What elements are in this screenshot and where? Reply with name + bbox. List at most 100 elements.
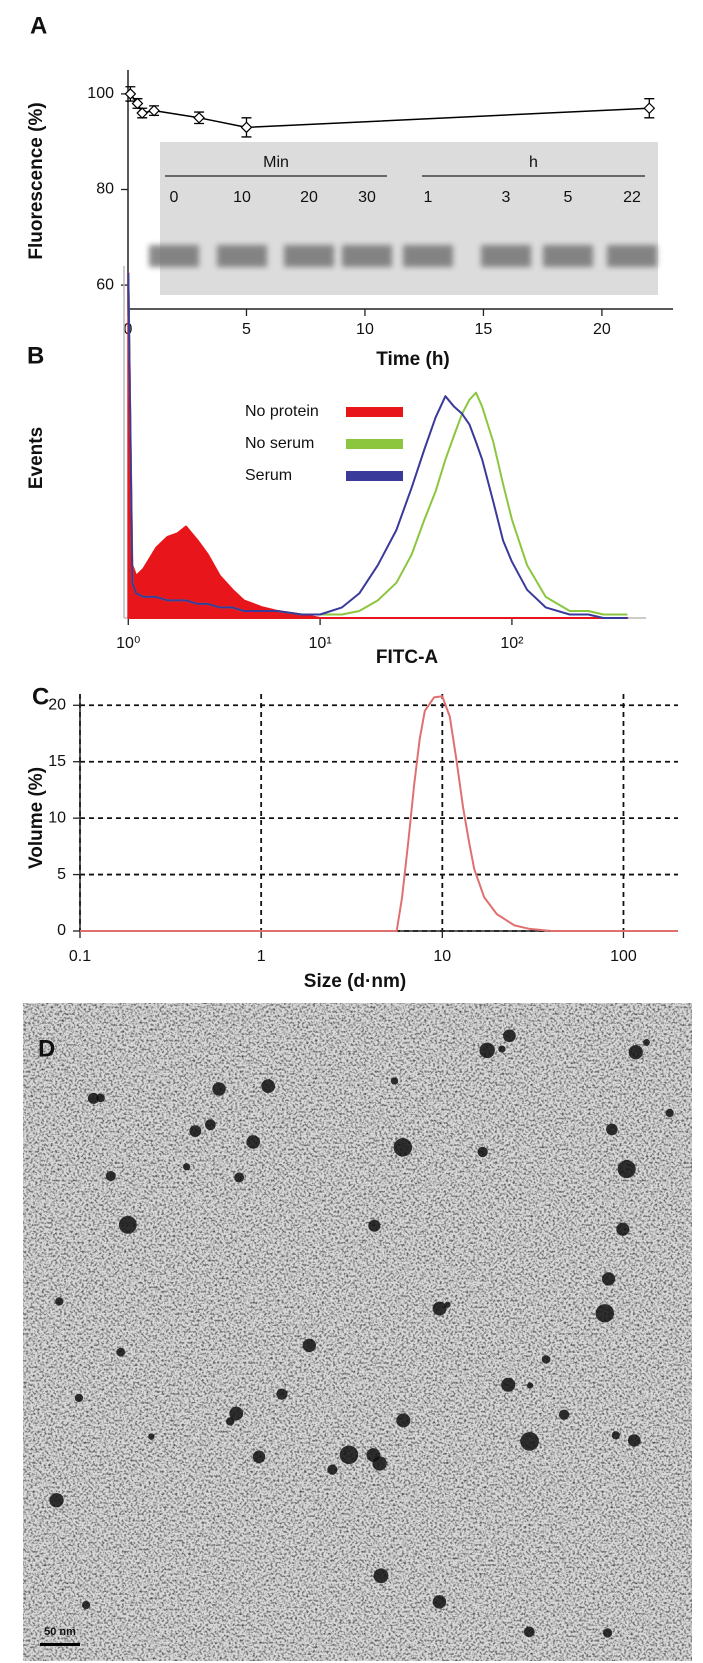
- x-tick-label: 0.1: [69, 948, 91, 965]
- data-point: [131, 97, 144, 110]
- lane-label: 30: [358, 189, 376, 206]
- gel-band: [342, 245, 392, 267]
- particle: [74, 1393, 84, 1403]
- particle: [520, 1432, 539, 1451]
- group-label: h: [529, 154, 538, 171]
- gel-band: [403, 245, 453, 267]
- particle: [527, 1382, 534, 1389]
- particle: [302, 1338, 317, 1352]
- x-axis-title: FITC-A: [376, 647, 439, 668]
- particle: [432, 1595, 447, 1609]
- particle: [276, 1388, 288, 1400]
- particle: [105, 1170, 116, 1182]
- x-axis-title: Size (d·nm): [304, 971, 406, 992]
- x-tick-label: 100: [610, 948, 637, 965]
- x-tick-label: 10²: [500, 635, 524, 652]
- particle: [616, 1222, 630, 1236]
- particle: [393, 1138, 413, 1157]
- x-tick-label: 20: [593, 321, 611, 338]
- lane-label: 20: [300, 189, 318, 206]
- data-point: [124, 88, 137, 100]
- data-point: [643, 102, 656, 115]
- particle: [523, 1626, 535, 1638]
- legend-label: Serum: [245, 467, 292, 484]
- y-tick-label: 5: [57, 866, 66, 883]
- legend-swatch: [346, 439, 403, 449]
- particle: [327, 1464, 338, 1475]
- x-tick-label: 5: [242, 321, 251, 338]
- panel-label: C: [32, 683, 49, 710]
- particle: [116, 1347, 126, 1357]
- particle: [501, 1377, 516, 1392]
- particle: [541, 1355, 551, 1364]
- particle: [252, 1450, 266, 1464]
- particle: [665, 1108, 674, 1118]
- gel-band: [481, 245, 531, 267]
- gel-band: [217, 245, 267, 267]
- y-tick-label: 10: [48, 809, 66, 826]
- particle: [479, 1042, 495, 1059]
- particle: [558, 1409, 570, 1420]
- gel-image: [160, 142, 658, 295]
- y-tick-label: 0: [57, 922, 66, 939]
- legend-label: No protein: [245, 403, 319, 420]
- x-tick-label: 10: [356, 321, 374, 338]
- particle: [396, 1413, 411, 1428]
- legend-label: No serum: [245, 435, 314, 452]
- data-point: [240, 121, 253, 134]
- particle: [189, 1125, 202, 1138]
- y-tick-label: 20: [48, 697, 66, 714]
- y-tick-label: 80: [96, 181, 114, 198]
- x-axis-title: Time (h): [376, 349, 450, 370]
- lane-label: 5: [564, 189, 573, 206]
- particle: [390, 1077, 399, 1085]
- particle: [55, 1297, 64, 1306]
- particle: [477, 1146, 488, 1158]
- particle: [226, 1417, 235, 1426]
- particle: [643, 1039, 650, 1046]
- particle: [148, 1433, 155, 1440]
- particle: [628, 1045, 643, 1060]
- y-tick-label: 60: [96, 276, 114, 293]
- particle: [87, 1092, 99, 1104]
- data-point: [136, 107, 149, 119]
- legend-swatch: [346, 471, 403, 481]
- lane-label: 0: [170, 189, 179, 206]
- particle: [204, 1119, 216, 1131]
- gel-band: [284, 245, 334, 267]
- scale-bar: [40, 1643, 80, 1646]
- particle: [182, 1163, 191, 1171]
- particle: [373, 1568, 389, 1584]
- group-label: Min: [263, 154, 289, 171]
- particle: [49, 1493, 64, 1508]
- lane-label: 10: [233, 189, 251, 206]
- particle: [366, 1448, 381, 1462]
- particle: [82, 1600, 91, 1610]
- y-tick-label: 100: [87, 85, 114, 102]
- particle: [503, 1029, 516, 1043]
- y-axis-title: Events: [26, 427, 47, 489]
- particle: [212, 1082, 226, 1096]
- y-tick-label: 15: [48, 753, 66, 770]
- particle: [628, 1434, 641, 1447]
- series-area: [127, 272, 629, 619]
- data-point: [148, 104, 160, 117]
- panel-label: D: [38, 1035, 55, 1062]
- x-tick-label: 10⁰: [116, 635, 140, 652]
- particle: [118, 1215, 137, 1234]
- panel-label: B: [27, 342, 44, 369]
- gel-band: [607, 245, 657, 267]
- particle: [261, 1079, 276, 1094]
- particle: [432, 1301, 447, 1316]
- particle: [606, 1123, 618, 1136]
- gel-band: [149, 245, 199, 267]
- x-tick-label: 1: [257, 948, 266, 965]
- lane-label: 22: [623, 189, 641, 206]
- panel-label: A: [30, 12, 47, 39]
- x-tick-label: 10¹: [309, 635, 332, 652]
- series-line: [129, 93, 650, 129]
- scale-bar-label: 50 nm: [44, 1626, 76, 1638]
- particle: [617, 1160, 636, 1179]
